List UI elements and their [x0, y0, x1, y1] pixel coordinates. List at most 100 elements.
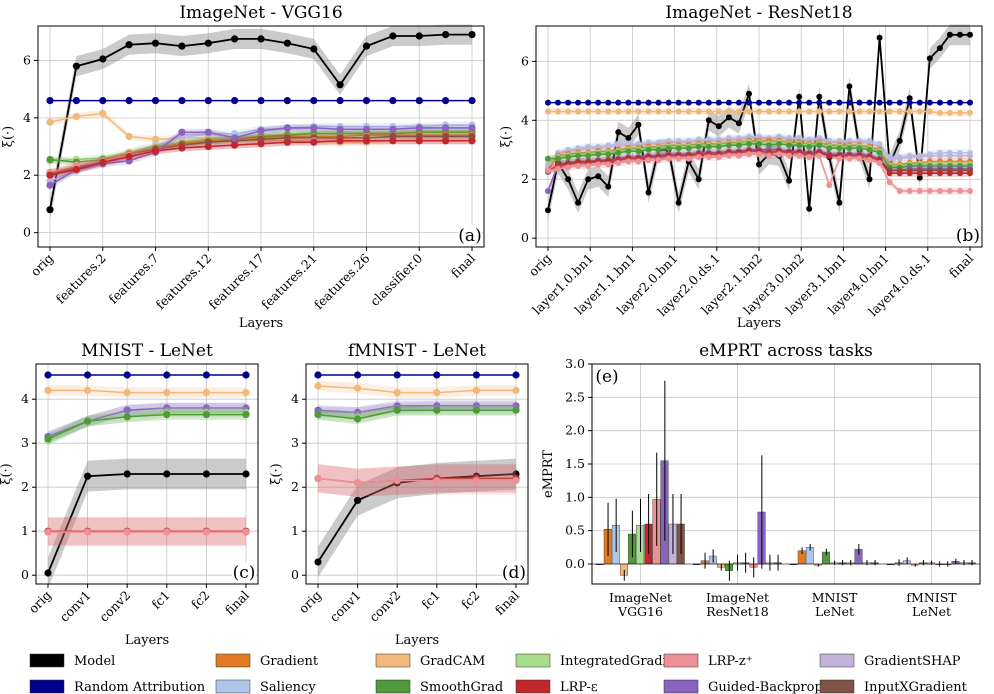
legend-item-gradientshap: GradientSHAP — [819, 653, 961, 669]
data-point — [916, 99, 923, 106]
x-axis-label: Layers — [737, 316, 781, 331]
y-axis-label: ξ(·) — [0, 463, 14, 484]
x-tick-label: classifier.0 — [367, 250, 425, 308]
x-tick-label: fc1 — [148, 588, 172, 612]
legend-label: Saliency — [260, 680, 316, 694]
y-tick-label: 2 — [521, 171, 529, 186]
legend-swatch — [375, 653, 411, 668]
confidence-band — [48, 409, 246, 445]
y-tick-label: 1.0 — [565, 489, 585, 504]
data-point — [393, 477, 401, 485]
series-lrp- — [644, 494, 944, 573]
series-line — [317, 477, 516, 484]
data-point — [876, 99, 883, 106]
data-point — [555, 165, 561, 172]
data-point — [665, 145, 672, 152]
data-point — [151, 39, 160, 47]
series-inputxgradient — [676, 494, 976, 571]
x-tick-label: orig — [295, 588, 324, 617]
data-point — [957, 99, 963, 106]
data-point — [512, 371, 520, 379]
series-smoothgrad — [314, 404, 520, 425]
data-point — [242, 389, 250, 397]
data-point — [362, 42, 371, 50]
panel-label: (d) — [502, 563, 526, 583]
data-point — [72, 165, 80, 174]
data-point — [715, 99, 722, 106]
x-tick-label: orig — [525, 251, 554, 280]
y-tick-label: 1.5 — [565, 456, 585, 471]
data-point — [715, 108, 722, 115]
data-point — [257, 97, 265, 105]
series-lrp-z- — [44, 518, 250, 547]
data-point — [896, 99, 903, 106]
data-point — [916, 174, 923, 181]
data-point — [856, 155, 863, 162]
y-tick-label: 1 — [21, 523, 29, 538]
x-tick-label: features.2 — [53, 251, 109, 307]
confidence-band — [48, 385, 246, 398]
x-tick-label: ImageNet ResNet18 — [706, 590, 769, 619]
data-point — [645, 189, 652, 196]
legend-item-inputxgradient: InputXGradient — [819, 679, 968, 694]
data-point — [415, 97, 423, 105]
data-point — [123, 389, 131, 397]
data-point — [836, 99, 843, 106]
data-point — [826, 152, 833, 159]
data-point — [283, 138, 291, 146]
data-point — [389, 32, 397, 40]
y-tick-label: 3 — [21, 435, 29, 450]
y-tick-label: 0 — [291, 567, 299, 582]
chart-title: ImageNet - ResNet18 — [665, 3, 852, 23]
legend-item-smoothgrad: SmoothGrad — [375, 679, 503, 694]
data-point — [565, 108, 572, 115]
y-axis-label: ξ(·) — [269, 463, 284, 484]
x-tick-label: final — [492, 588, 522, 618]
data-point — [595, 99, 602, 106]
data-point — [468, 124, 476, 132]
data-point — [362, 137, 371, 145]
panel-label-bg — [232, 562, 256, 582]
data-point — [314, 558, 322, 566]
x-tick-label-line: fMNIST — [906, 590, 957, 605]
data-point — [866, 176, 873, 183]
series-saliency — [611, 498, 911, 565]
data-point — [796, 152, 803, 159]
x-tick-label: orig — [25, 588, 54, 617]
panel-label-bg — [458, 225, 482, 245]
legend-swatch — [215, 653, 251, 668]
data-point — [906, 188, 913, 194]
legend-swatch — [663, 679, 699, 694]
data-point — [163, 371, 171, 379]
data-point — [906, 99, 913, 106]
data-point — [231, 141, 239, 149]
data-point — [957, 188, 963, 194]
data-point — [354, 479, 362, 487]
legend-item-lrp-z-: LRP-z⁺ — [663, 653, 753, 669]
data-point — [389, 137, 397, 145]
data-point — [776, 140, 783, 147]
legend-item-gradcam: GradCAM — [375, 653, 485, 669]
data-point — [705, 117, 712, 124]
data-point — [967, 109, 973, 116]
data-point — [283, 124, 291, 132]
data-point — [46, 155, 54, 164]
confidence-band — [50, 24, 472, 220]
data-point — [555, 155, 561, 162]
data-point — [836, 199, 843, 206]
data-point — [257, 127, 265, 135]
data-point — [545, 188, 551, 194]
data-point — [856, 99, 863, 106]
data-point — [605, 143, 612, 150]
data-point — [826, 99, 833, 106]
legend-item-random-attribution: Random Attribution — [29, 679, 206, 694]
data-point — [766, 108, 772, 115]
data-point — [202, 528, 210, 536]
data-point — [896, 170, 903, 177]
data-point — [886, 99, 893, 106]
legend-item-gradient: Gradient — [215, 653, 319, 669]
legend-swatch — [375, 679, 411, 694]
data-point — [796, 108, 803, 115]
data-point — [46, 171, 54, 179]
x-tick-label: conv2 — [366, 588, 403, 625]
